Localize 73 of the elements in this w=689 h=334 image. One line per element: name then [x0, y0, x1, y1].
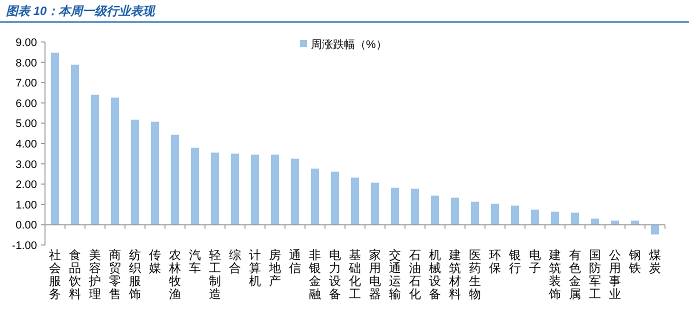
bar [651, 224, 659, 234]
bar [91, 94, 99, 225]
x-tick-label: 建筑材料 [448, 248, 461, 301]
bar [351, 178, 359, 225]
x-tick-label: 商贸零售 [109, 248, 121, 301]
x-tick-label: 美容护理 [88, 248, 101, 301]
bar [271, 154, 279, 225]
y-tick-label: 6.00 [16, 98, 37, 110]
x-tick-label: 纺织服饰 [128, 248, 141, 301]
y-tick-label: 4.00 [16, 138, 37, 150]
x-tick-label: 基础化工 [348, 248, 361, 301]
x-tick-label: 通信 [289, 248, 301, 275]
x-tick-label: 综合 [229, 248, 241, 275]
y-tick-label: 8.00 [16, 57, 37, 70]
bar [111, 98, 119, 225]
y-tick-label: -1.00 [12, 240, 37, 252]
bar [291, 158, 299, 225]
y-tick-label: 9.00 [16, 37, 37, 49]
bar [191, 148, 199, 225]
x-tick-label: 银行 [508, 248, 521, 275]
bar [71, 64, 79, 225]
bar [371, 182, 379, 225]
y-tick-label: 5.00 [16, 118, 37, 130]
x-tick-label: 石油石化 [409, 248, 421, 301]
bar [151, 122, 159, 225]
y-tick-label: 1.00 [16, 199, 37, 212]
y-tick-label: 3.00 [16, 158, 37, 171]
x-tick-label: 食品饮料 [68, 248, 81, 301]
x-tick-label: 农林牧渔 [168, 248, 181, 301]
bar [251, 154, 259, 225]
x-tick-label: 机械设备 [429, 248, 441, 301]
bar [211, 152, 219, 225]
bar [451, 198, 459, 225]
bar [311, 168, 319, 225]
bar [511, 206, 519, 225]
x-tick-label: 家用电器 [369, 248, 381, 301]
bar [431, 196, 439, 225]
x-tick-label: 钢铁 [628, 248, 641, 275]
bar [571, 212, 579, 225]
x-tick-label: 国防军工 [589, 248, 601, 301]
x-tick-label: 房地产 [268, 248, 281, 288]
x-tick-label: 电力设备 [329, 248, 341, 301]
x-tick-label: 医药生物 [469, 248, 481, 301]
y-tick-label: 0.00 [16, 220, 37, 232]
y-tick-label: 7.00 [16, 78, 37, 90]
bar [331, 172, 339, 225]
bar [171, 134, 179, 225]
bar [551, 212, 559, 225]
bar [491, 204, 499, 225]
bar [391, 188, 399, 225]
x-tick-label: 建筑装饰 [548, 248, 561, 301]
x-tick-label: 轻工制造 [209, 248, 221, 301]
bar [591, 218, 599, 225]
bar [131, 120, 139, 225]
x-tick-label: 汽车 [189, 248, 201, 275]
x-tick-label: 计算机 [249, 248, 261, 288]
x-tick-label: 电子 [529, 248, 541, 275]
x-tick-label: 社会服务 [49, 248, 61, 301]
x-tick-label: 环保 [489, 248, 501, 275]
bar [411, 188, 419, 225]
bar [231, 154, 239, 225]
x-tick-label: 传媒 [149, 248, 161, 275]
x-tick-label: 公用事业 [609, 248, 621, 301]
x-tick-label: 煤炭 [649, 248, 661, 275]
bar [51, 52, 59, 225]
x-tick-label: 交通运输 [389, 248, 401, 301]
x-tick-label: 有色金属 [569, 248, 581, 301]
legend: 周涨跌幅（%） [300, 39, 387, 51]
chart-title: 图表 10：本周一级行业表现 [6, 4, 157, 18]
bar [471, 202, 479, 225]
x-tick-label: 非银金融 [308, 248, 321, 301]
bar [531, 210, 539, 225]
y-tick-label: 2.00 [16, 179, 37, 192]
